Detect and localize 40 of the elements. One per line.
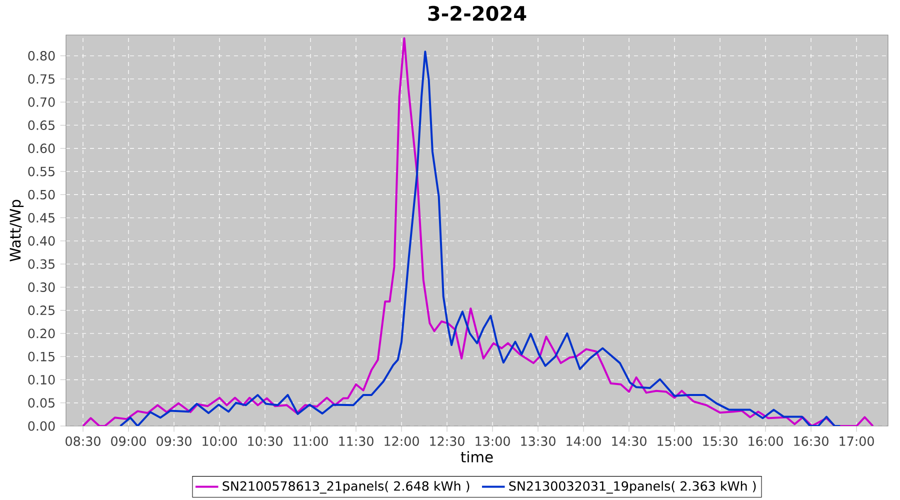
chart-title: 3-2-2024 bbox=[428, 6, 526, 21]
x-tick-label: 15:00 bbox=[658, 436, 692, 446]
legend-label: SN2130032031_19panels( 2.363 kWh ) bbox=[509, 480, 756, 494]
y-tick-label: 0.20 bbox=[28, 328, 55, 338]
x-tick-label: 16:00 bbox=[748, 436, 783, 446]
x-tick-label: 13:30 bbox=[521, 436, 556, 446]
x-tick-label: 14:00 bbox=[566, 436, 601, 446]
y-tick-label: 0.80 bbox=[28, 51, 55, 61]
y-tick-label: 0.50 bbox=[28, 190, 55, 200]
y-tick-label: 0.65 bbox=[28, 120, 54, 130]
y-tick-label: 0.60 bbox=[28, 144, 55, 154]
y-tick-label: 0.30 bbox=[28, 282, 55, 292]
x-tick-label: 11:00 bbox=[294, 436, 328, 446]
y-tick-label: 0.55 bbox=[28, 166, 54, 176]
y-tick-label: 0.70 bbox=[28, 97, 55, 107]
y-tick-label: 0.10 bbox=[28, 374, 55, 385]
x-tick-label: 12:30 bbox=[430, 436, 464, 446]
x-tick-label: 16:30 bbox=[794, 436, 828, 446]
x-tick-label: 08:30 bbox=[66, 436, 100, 446]
x-tick-label: 09:30 bbox=[156, 436, 192, 446]
y-axis-title: Watt/Wp bbox=[10, 200, 24, 262]
legend-label: SN2100578613_21panels( 2.648 kWh ) bbox=[222, 480, 470, 494]
y-tick-label: 0.00 bbox=[28, 421, 55, 431]
y-tick-label: 0.05 bbox=[28, 398, 54, 408]
x-tick-label: 09:00 bbox=[111, 436, 146, 446]
x-axis-title: time bbox=[460, 451, 493, 462]
y-tick-label: 0.25 bbox=[28, 306, 54, 316]
x-tick-label: 15:30 bbox=[703, 436, 738, 446]
x-tick-label: 11:30 bbox=[339, 436, 374, 446]
x-tick-label: 10:30 bbox=[248, 436, 282, 446]
y-tick-label: 0.40 bbox=[28, 236, 55, 246]
y-tick-label: 0.75 bbox=[28, 74, 54, 84]
y-tick-label: 0.45 bbox=[28, 212, 54, 223]
x-tick-label: 13:00 bbox=[476, 436, 510, 446]
x-tick-label: 10:00 bbox=[202, 436, 237, 446]
y-tick-label: 0.15 bbox=[28, 352, 54, 362]
x-tick-label: 14:30 bbox=[612, 436, 646, 446]
x-tick-label: 12:00 bbox=[384, 436, 419, 446]
x-tick-label: 17:00 bbox=[840, 436, 874, 446]
y-tick-label: 0.35 bbox=[28, 259, 54, 269]
